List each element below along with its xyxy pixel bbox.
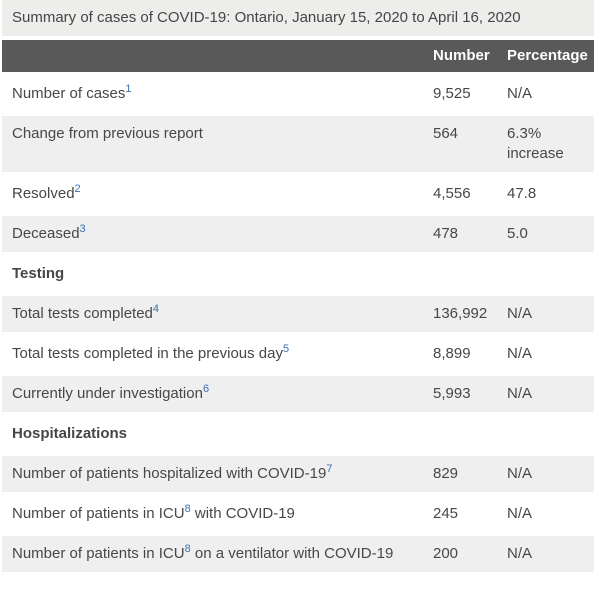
row-percentage-value: N/A bbox=[497, 76, 594, 112]
row-label: Number of patients in ICU8 on a ventilat… bbox=[2, 536, 423, 572]
row-label-text: Number of patients in ICU bbox=[12, 505, 185, 522]
row-percentage-value: N/A bbox=[497, 336, 594, 372]
row-label: Deceased3 bbox=[2, 216, 423, 252]
footnote-ref-link[interactable]: 8 bbox=[184, 503, 191, 515]
row-label-text: Change from previous report bbox=[12, 125, 203, 142]
row-label-text: with COVID-19 bbox=[190, 505, 295, 522]
header-number-column: Number bbox=[423, 40, 497, 72]
row-label-text: Total tests completed bbox=[12, 305, 153, 322]
row-label: Currently under investigation6 bbox=[2, 376, 423, 412]
row-label-text: Resolved bbox=[12, 185, 75, 202]
footnote-ref-link[interactable]: 8 bbox=[184, 543, 191, 555]
table-row: Total tests completed4 136,992 N/A bbox=[2, 296, 594, 332]
row-number-value: 9,525 bbox=[423, 76, 497, 112]
footnote-ref-link[interactable]: 4 bbox=[152, 303, 160, 315]
row-number-value: 136,992 bbox=[423, 296, 497, 332]
footnote-ref-link[interactable]: 5 bbox=[282, 343, 290, 355]
row-label: Change from previous report bbox=[2, 116, 423, 172]
row-percentage-value: 6.3% increase bbox=[497, 116, 594, 172]
row-label-text: Number of patients in ICU bbox=[12, 545, 185, 562]
row-percentage-value: N/A bbox=[497, 456, 594, 492]
row-number-value: 564 bbox=[423, 116, 497, 172]
row-number-value: 245 bbox=[423, 496, 497, 532]
footnote-ref-link[interactable]: 3 bbox=[79, 223, 86, 235]
table-row: Number of cases1 9,525 N/A bbox=[2, 76, 594, 112]
table-row: Number of patients hospitalized with COV… bbox=[2, 456, 594, 492]
row-number-value: 478 bbox=[423, 216, 497, 252]
footnote-ref-link[interactable]: 2 bbox=[74, 183, 81, 195]
row-label: Number of patients in ICU8 with COVID-19 bbox=[2, 496, 423, 532]
section-row-testing: Testing bbox=[2, 256, 594, 292]
table-row: Resolved2 4,556 47.8 bbox=[2, 176, 594, 212]
row-percentage-value: 47.8 bbox=[497, 176, 594, 212]
table-row: Total tests completed in the previous da… bbox=[2, 336, 594, 372]
footnote-ref-link[interactable]: 1 bbox=[125, 83, 132, 95]
row-percentage-value: N/A bbox=[497, 296, 594, 332]
row-label: Total tests completed4 bbox=[2, 296, 423, 332]
row-percentage-value: N/A bbox=[497, 536, 594, 572]
row-number-value: 8,899 bbox=[423, 336, 497, 372]
row-number-value: 5,993 bbox=[423, 376, 497, 412]
row-label-text: Deceased bbox=[12, 225, 80, 242]
row-label: Number of patients hospitalized with COV… bbox=[2, 456, 423, 492]
row-label: Number of cases1 bbox=[2, 76, 423, 112]
row-percentage-value: N/A bbox=[497, 376, 594, 412]
header-row: Number Percentage bbox=[2, 40, 594, 72]
row-label-text: Currently under investigation bbox=[12, 385, 203, 402]
table-title: Summary of cases of COVID-19: Ontario, J… bbox=[2, 0, 594, 36]
footnote-ref-link[interactable]: 7 bbox=[326, 463, 333, 475]
row-label-text: Number of cases bbox=[12, 85, 126, 102]
row-number-value: 4,556 bbox=[423, 176, 497, 212]
covid-summary-table: Summary of cases of COVID-19: Ontario, J… bbox=[2, 0, 594, 576]
table-row: Number of patients in ICU8 on a ventilat… bbox=[2, 536, 594, 572]
table-row: Currently under investigation6 5,993 N/A bbox=[2, 376, 594, 412]
section-row-hospitalizations: Hospitalizations bbox=[2, 416, 594, 452]
summary-table: Number Percentage Number of cases1 9,525… bbox=[2, 36, 594, 576]
row-label-text: Total tests completed in the previous da… bbox=[12, 345, 283, 362]
header-percentage-column: Percentage bbox=[497, 40, 594, 72]
header-label-column bbox=[2, 40, 423, 72]
section-title: Testing bbox=[2, 256, 594, 292]
row-number-value: 200 bbox=[423, 536, 497, 572]
row-number-value: 829 bbox=[423, 456, 497, 492]
row-percentage-value: 5.0 bbox=[497, 216, 594, 252]
footnote-ref-link[interactable]: 6 bbox=[202, 383, 210, 395]
table-row: Change from previous report 564 6.3% inc… bbox=[2, 116, 594, 172]
row-percentage-value: N/A bbox=[497, 496, 594, 532]
section-title: Hospitalizations bbox=[2, 416, 594, 452]
row-label-text: Number of patients hospitalized with COV… bbox=[12, 465, 327, 482]
row-label: Total tests completed in the previous da… bbox=[2, 336, 423, 372]
table-row: Deceased3 478 5.0 bbox=[2, 216, 594, 252]
row-label-text: on a ventilator with COVID-19 bbox=[190, 545, 394, 562]
table-row: Number of patients in ICU8 with COVID-19… bbox=[2, 496, 594, 532]
row-label: Resolved2 bbox=[2, 176, 423, 212]
